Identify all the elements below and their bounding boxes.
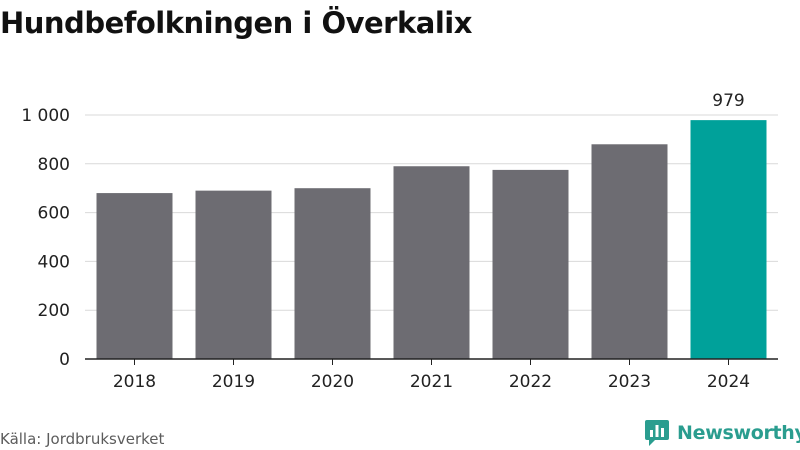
y-tick-label: 800 — [38, 155, 70, 175]
y-tick-label: 200 — [38, 301, 70, 321]
bar — [96, 193, 173, 359]
bar — [690, 120, 767, 360]
brand-logo: Newsworthy — [644, 419, 800, 447]
data-label: 979 — [712, 91, 744, 111]
bar — [393, 166, 470, 359]
newsworthy-logo-icon — [645, 420, 669, 446]
x-tick-label: 2024 — [707, 372, 750, 392]
y-tick-label: 1 000 — [21, 106, 70, 126]
chart-title: Hundbefolkningen i Överkalix — [0, 6, 472, 40]
x-tick-label: 2022 — [509, 372, 552, 392]
y-tick-label: 0 — [59, 350, 70, 370]
bar — [591, 144, 668, 359]
brand-name: Newsworthy — [677, 422, 800, 444]
bar-chart: 0 200 400 600 800 1 000 2018 2019 2020 2021 2022 20… — [21, 91, 778, 392]
bar — [195, 190, 272, 359]
x-tick-label: 2021 — [410, 372, 453, 392]
source-note: Källa: Jordbruksverket — [0, 430, 165, 448]
bar — [294, 188, 371, 359]
bar — [492, 169, 569, 359]
x-tick-label: 2018 — [113, 372, 156, 392]
x-tick-label: 2019 — [212, 372, 255, 392]
x-tick-label: 2020 — [311, 372, 354, 392]
y-tick-label: 400 — [38, 252, 70, 272]
y-tick-label: 600 — [38, 204, 70, 224]
x-tick-label: 2023 — [608, 372, 651, 392]
